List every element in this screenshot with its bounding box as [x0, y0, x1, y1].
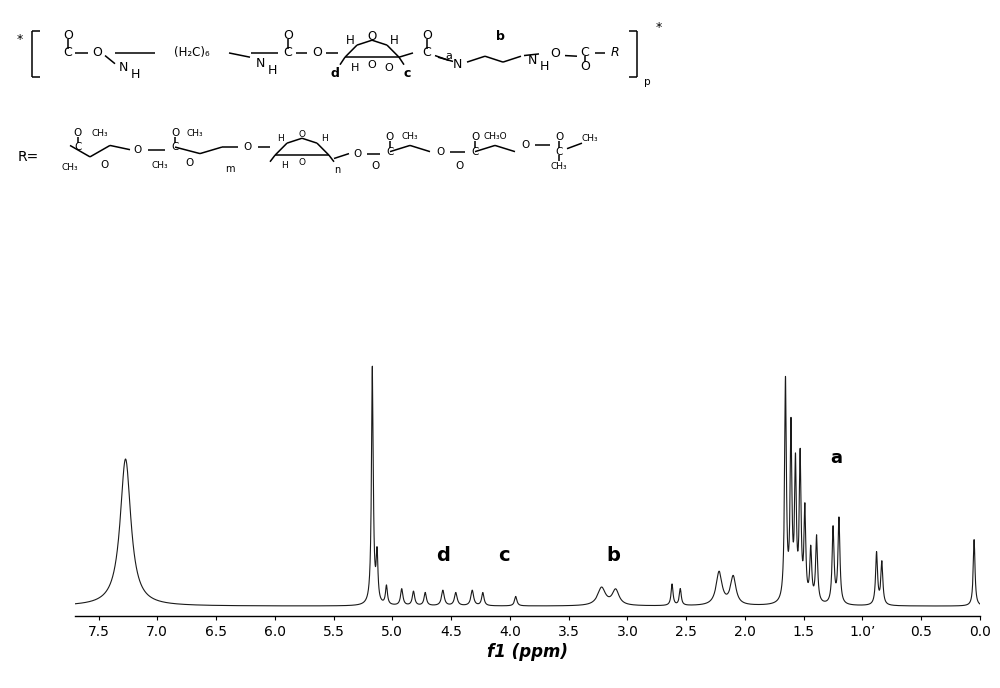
Text: C: C	[471, 147, 479, 157]
Text: O: O	[550, 47, 560, 61]
Text: R: R	[611, 47, 619, 59]
Text: O: O	[74, 129, 82, 138]
Text: d: d	[331, 67, 339, 80]
X-axis label: f1 (ppm): f1 (ppm)	[487, 643, 568, 661]
Text: C: C	[64, 47, 72, 59]
Text: c: c	[498, 546, 510, 566]
Text: O: O	[386, 131, 394, 142]
Text: H: H	[539, 60, 549, 72]
Text: N: N	[527, 54, 537, 67]
Text: d: d	[436, 546, 450, 566]
Text: O: O	[521, 140, 529, 151]
Text: R=: R=	[17, 150, 39, 164]
Text: *: *	[17, 33, 23, 45]
Text: O: O	[63, 29, 73, 42]
Text: O: O	[92, 47, 102, 59]
Text: H: H	[390, 34, 398, 47]
Text: O: O	[456, 161, 464, 171]
Text: O: O	[368, 60, 376, 69]
Text: O: O	[371, 161, 379, 171]
Text: O: O	[171, 129, 179, 138]
Text: O: O	[367, 30, 377, 43]
Text: O: O	[101, 160, 109, 170]
Text: n: n	[334, 165, 340, 175]
Text: CH₃O: CH₃O	[483, 132, 507, 141]
Text: N: N	[452, 58, 462, 71]
Text: C: C	[423, 47, 431, 59]
Text: CH₃: CH₃	[92, 129, 108, 138]
Text: a: a	[446, 50, 452, 61]
Text: O: O	[134, 144, 142, 155]
Text: CH₃: CH₃	[551, 162, 567, 171]
Text: C: C	[386, 147, 394, 157]
Text: O: O	[385, 63, 393, 73]
Text: O: O	[471, 131, 479, 142]
Text: C: C	[74, 142, 82, 152]
Text: p: p	[644, 77, 650, 87]
Text: c: c	[403, 67, 411, 80]
Text: O: O	[436, 147, 444, 157]
Text: C: C	[171, 142, 179, 152]
Text: a: a	[831, 449, 843, 467]
Text: C: C	[284, 47, 292, 59]
Text: C: C	[581, 46, 589, 58]
Text: m: m	[225, 164, 235, 174]
Text: CH₃: CH₃	[152, 160, 168, 169]
Text: O: O	[353, 149, 361, 159]
Text: C: C	[555, 147, 563, 157]
Text: N: N	[255, 57, 265, 70]
Text: O: O	[186, 158, 194, 168]
Text: H: H	[321, 134, 327, 143]
Text: O: O	[422, 29, 432, 42]
Text: H: H	[282, 160, 288, 169]
Text: b: b	[606, 546, 620, 566]
Text: H: H	[346, 34, 354, 47]
Text: *: *	[656, 21, 662, 34]
Text: O: O	[298, 131, 306, 140]
Text: H: H	[267, 64, 277, 77]
Text: H: H	[351, 63, 359, 73]
Text: CH₃: CH₃	[402, 132, 418, 141]
Text: N: N	[118, 61, 128, 74]
Text: H: H	[277, 134, 283, 143]
Text: O: O	[244, 142, 252, 152]
Text: O: O	[298, 158, 306, 167]
Text: H: H	[130, 68, 140, 81]
Text: (H₂C)₆: (H₂C)₆	[174, 47, 210, 59]
Text: O: O	[555, 131, 563, 142]
Text: CH₃: CH₃	[62, 163, 78, 172]
Text: CH₃: CH₃	[582, 134, 598, 143]
Text: CH₃: CH₃	[187, 129, 203, 138]
Text: O: O	[312, 47, 322, 59]
Text: O: O	[580, 60, 590, 72]
Text: O: O	[283, 29, 293, 42]
Text: b: b	[496, 30, 504, 43]
